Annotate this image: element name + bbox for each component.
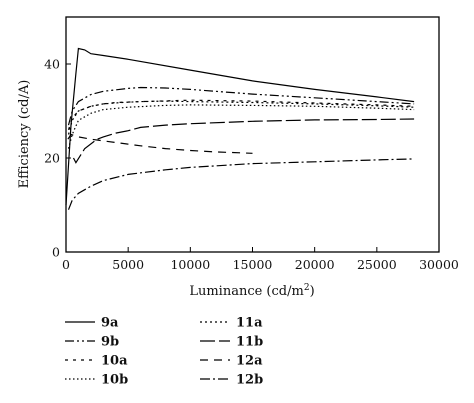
legend-label-9a: 9a [101,316,119,331]
series-line-12b [67,158,415,210]
legend-label-11b: 11b [236,335,263,350]
series-line-10a [67,99,415,130]
series-line-11a [67,100,415,135]
plot-frame [65,16,440,253]
legend-label-12b: 12b [236,373,263,388]
y-tick-label: 20 [44,151,60,166]
x-tick-label: 25000 [357,257,397,272]
series-line-11b [72,118,415,164]
y-tick-label: 0 [52,245,60,260]
x-axis-label-tail: ) [310,284,315,299]
x-tick-label: 10000 [170,257,210,272]
x-tick-label: 30000 [419,257,459,272]
legend-label-10a: 10a [101,354,128,369]
x-axis-label-sup: 2 [304,283,310,293]
x-tick-label: 20000 [295,257,335,272]
x-axis-label: Luminance (cd/m2) [189,283,314,299]
legend: 9a 9b 10a 10b 11a 11b 12a 12b [65,316,263,388]
series-line-9a [65,47,415,206]
x-tick-label: 15000 [233,257,273,272]
x-tick-label: 5000 [112,257,144,272]
series-line-9b [67,86,415,126]
y-axis-label: Efficiency (cd/A) [17,80,32,189]
y-tick-label: 40 [44,57,60,72]
series-line-12a [67,133,253,154]
legend-label-12a: 12a [236,354,263,369]
series-lines [65,47,415,210]
legend-label-11a: 11a [236,316,263,331]
x-tick-label: 0 [62,257,70,272]
axis-ticks: 0 5000 10000 15000 20000 25000 30000 0 20 40 [44,57,459,273]
legend-label-10b: 10b [101,373,128,388]
x-axis-label-main: Luminance (cd/m [189,284,303,299]
series-line-10b [67,104,415,149]
legend-label-9b: 9b [101,335,119,350]
